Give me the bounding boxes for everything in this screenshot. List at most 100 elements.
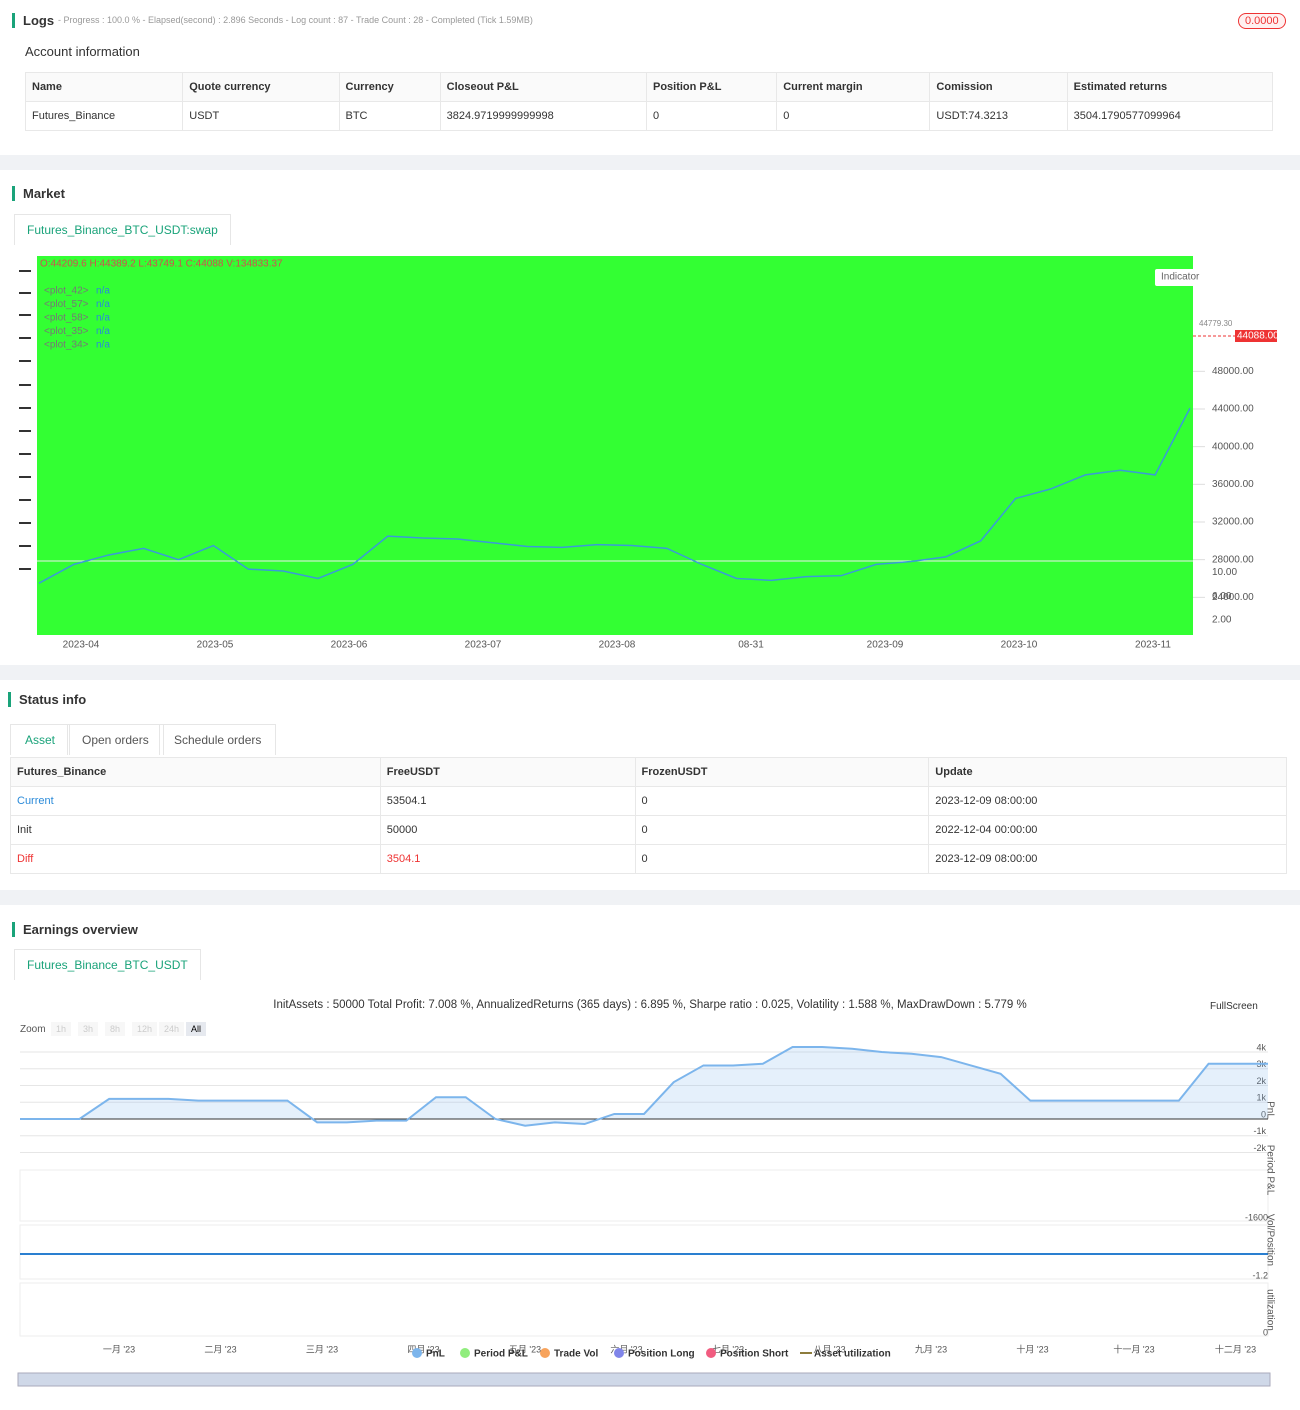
zoom-button[interactable]: 1h — [51, 1022, 72, 1036]
status-table: Futures_Binance FreeUSDT FrozenUSDT Update C… — [10, 757, 1287, 874]
x-tick-label: 八月 '23 — [813, 1344, 845, 1354]
pnl-area — [20, 1047, 1268, 1126]
legend-name: Asset utilization — [814, 1349, 891, 1360]
ohlc: O:44209.6 H:44389.2 L:43749.1 C:44088 V:… — [40, 259, 283, 270]
indicator: Indicator — [1161, 272, 1200, 283]
legend-name: Position Short — [720, 1349, 789, 1360]
zoom-button[interactable]: 8h — [105, 1022, 126, 1036]
table-row: Init 50000 0 2022-12-04 00:00:00 — [10, 815, 1287, 845]
cell: 0 — [645, 101, 778, 131]
tab[interactable]: Futures_Binance_BTC_USDT:swap — [14, 214, 231, 245]
legend-name: <plot_34> — [44, 340, 89, 351]
legend-name: <plot_42> — [44, 286, 89, 297]
legend-name: <plot_58> — [44, 313, 89, 324]
toolbar-icon — [19, 270, 31, 272]
legend-marker — [706, 1348, 716, 1358]
section-title: Logs — [12, 13, 54, 28]
toolbar-icon — [19, 407, 31, 409]
x-tick-label: 十二月 '23 — [1215, 1343, 1256, 1354]
x-tick-label: 十月 '23 — [1016, 1343, 1048, 1354]
x-tick-label: 二月 '23 — [204, 1344, 236, 1354]
cell: USDT — [182, 101, 340, 131]
zoom-button[interactable]: 12h — [132, 1022, 158, 1036]
section-title: Market — [12, 186, 65, 201]
table-row: Futures_Binance FreeUSDT FrozenUSDT Update — [10, 757, 1287, 787]
axis-title: Vol/Position — [1264, 1214, 1275, 1266]
table-row: Current 53504.1 0 2023-12-09 08:00:00 — [10, 786, 1287, 816]
x-tick-label: 2023-08 — [599, 640, 636, 651]
cell: 0 — [634, 815, 930, 845]
toolbar-icon — [19, 476, 31, 478]
cell: 0 — [634, 786, 930, 816]
cell: 3504.1 — [379, 844, 636, 874]
header-cell: Quote currency — [182, 72, 340, 102]
legend-value: n/a — [96, 299, 110, 310]
toolbar-icon — [19, 453, 31, 455]
cell: 53504.1 — [379, 786, 636, 816]
cell: 3824.9719999999998 — [439, 101, 647, 131]
panel — [19, 1169, 1269, 1222]
x-tick-label: 五月 '23 — [509, 1344, 541, 1354]
legend-marker — [800, 1352, 812, 1354]
header-cell: Update — [928, 757, 1287, 787]
cell: Current — [10, 786, 381, 816]
panel — [19, 1224, 1269, 1280]
x-tick-label: 2023-10 — [1001, 640, 1038, 651]
legend-value: n/a — [96, 326, 110, 337]
x-tick-label: 六月 '23 — [610, 1343, 642, 1354]
tab[interactable]: Open orders — [67, 724, 164, 755]
zoom-button[interactable]: 3h — [78, 1022, 99, 1036]
cell: USDT:74.3213 — [929, 101, 1068, 131]
indicator-box — [1155, 269, 1221, 286]
chart: 48000.00 44000.00 40000.00 36000.00 32000.00… — [19, 256, 1279, 651]
cell: 3504.1790577099964 — [1066, 101, 1274, 131]
legend-name: Position Long — [628, 1349, 695, 1360]
legend-marker — [412, 1348, 422, 1358]
header-cell: Name — [24, 72, 184, 102]
axis-title: Period P&L — [1264, 1145, 1275, 1196]
toolbar-icon — [19, 568, 31, 570]
cell: 0 — [776, 101, 931, 131]
cell: 50000 — [379, 815, 636, 845]
legend-marker — [540, 1348, 550, 1358]
section-title: Status info — [8, 692, 86, 707]
tab[interactable]: Asset — [10, 724, 71, 755]
y-tick-label: 24000.00 — [1212, 592, 1254, 603]
y-tick-label: 48000.00 — [1212, 366, 1254, 377]
header-cell: Futures_Binance — [10, 757, 381, 787]
axis-title: utilization — [1264, 1289, 1275, 1331]
tab[interactable]: Schedule orders — [159, 724, 277, 755]
tab[interactable]: Futures_Binance_BTC_USDT — [14, 949, 201, 980]
legend-value: n/a — [96, 340, 110, 351]
header-cell: FrozenUSDT — [634, 757, 930, 787]
legend-value: n/a — [96, 313, 110, 324]
y-tick-label: 2.00 — [1212, 615, 1232, 626]
legend-marker — [614, 1348, 624, 1358]
fullscreen[interactable]: FullScreen — [1210, 1001, 1258, 1012]
header-cell: Current margin — [776, 72, 931, 102]
header-cell: Comission — [929, 72, 1068, 102]
header-cell: FreeUSDT — [379, 757, 636, 787]
toolbar-icon — [19, 314, 31, 316]
log-status: - Progress : 100.0 % - Elapsed(second) :… — [58, 15, 533, 25]
y-tick-label: 28000.00 — [1212, 554, 1254, 565]
account-table: Name Quote currency Currency Closeout P&L Po… — [24, 72, 1274, 131]
panel-tick: 0 — [1263, 1327, 1268, 1337]
cell: 2023-12-09 08:00:00 — [928, 844, 1287, 874]
legend-name: <plot_35> — [44, 326, 89, 337]
axis-title: PnL — [1264, 1101, 1275, 1119]
y-tick-label: 10.00 — [1212, 567, 1237, 578]
high-label: 44779.30 — [1199, 319, 1233, 328]
plot-area — [37, 256, 1193, 635]
zoom-button[interactable]: 24h — [159, 1022, 185, 1036]
toolbar-icon — [19, 522, 31, 524]
y-tick-label: 0 — [1261, 1109, 1266, 1119]
y-tick-label: 4k — [1256, 1042, 1266, 1052]
legend-value: n/a — [96, 286, 110, 297]
legend-marker — [460, 1348, 470, 1358]
toolbar-icon — [19, 337, 31, 339]
zoom-button[interactable]: All — [186, 1022, 207, 1036]
earnings-card — [0, 905, 1300, 1410]
